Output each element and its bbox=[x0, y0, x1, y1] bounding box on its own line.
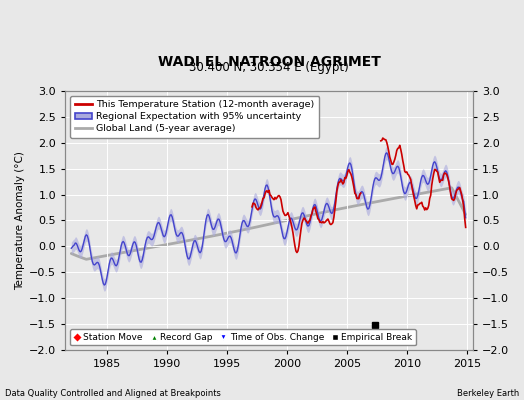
Text: Data Quality Controlled and Aligned at Breakpoints: Data Quality Controlled and Aligned at B… bbox=[5, 389, 221, 398]
Title: WADI EL NATROON AGRIMET: WADI EL NATROON AGRIMET bbox=[158, 55, 380, 69]
Text: 30.400 N, 30.354 E (Egypt): 30.400 N, 30.354 E (Egypt) bbox=[189, 61, 349, 74]
Text: Berkeley Earth: Berkeley Earth bbox=[456, 389, 519, 398]
Y-axis label: Temperature Anomaly (°C): Temperature Anomaly (°C) bbox=[15, 151, 25, 290]
Legend: Station Move, Record Gap, Time of Obs. Change, Empirical Break: Station Move, Record Gap, Time of Obs. C… bbox=[70, 329, 416, 346]
